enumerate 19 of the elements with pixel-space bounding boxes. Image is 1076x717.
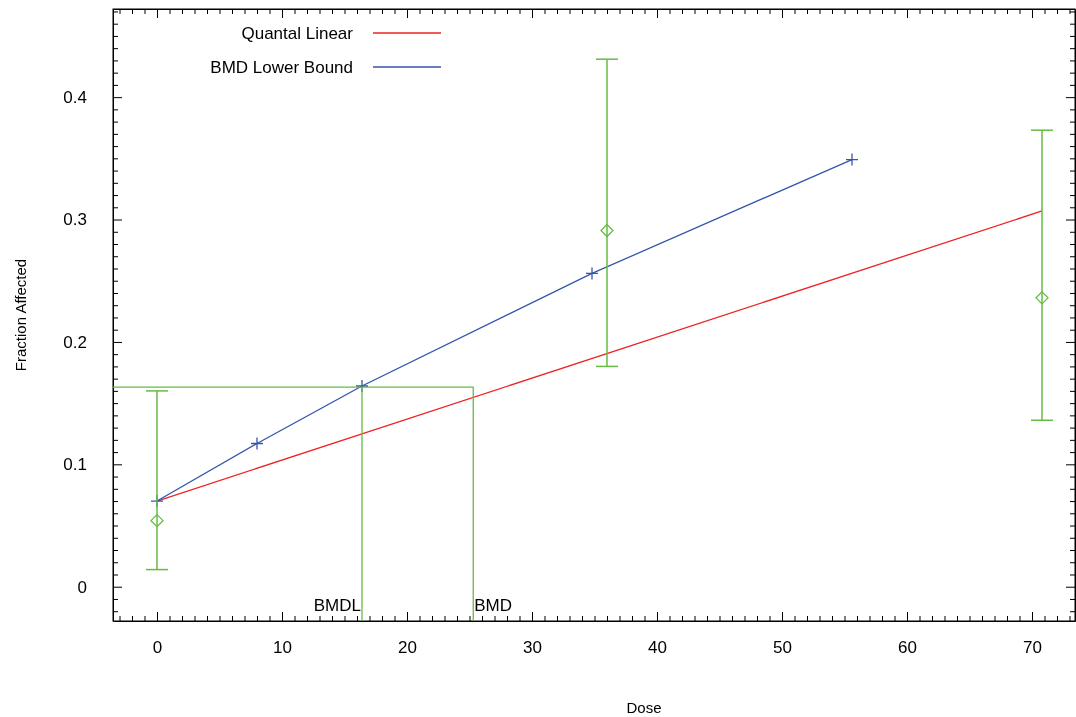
y-tick-label: 0 bbox=[77, 577, 87, 597]
x-tick-label: 50 bbox=[773, 638, 792, 658]
y-tick-label: 0.2 bbox=[63, 332, 87, 352]
legend-label: BMD Lower Bound bbox=[210, 58, 353, 77]
x-tick-label: 20 bbox=[398, 638, 417, 658]
y-tick-label: 0.4 bbox=[63, 88, 87, 108]
x-tick-label: 0 bbox=[152, 638, 163, 658]
x-tick-label: 10 bbox=[273, 638, 292, 658]
legend-label: Quantal Linear bbox=[241, 24, 354, 43]
x-tick-label: 40 bbox=[648, 638, 667, 658]
annotation: BMD bbox=[474, 596, 513, 616]
y-tick-label: 0.3 bbox=[63, 210, 87, 230]
x-axis-title: Dose bbox=[626, 699, 662, 716]
x-tick-label: 30 bbox=[523, 638, 542, 658]
x-tick-label: 60 bbox=[898, 638, 917, 658]
y-tick-label: 0.1 bbox=[63, 455, 87, 475]
annotation: BMDL bbox=[313, 596, 361, 616]
y-axis-title: Fraction Affected bbox=[12, 258, 29, 372]
x-tick-label: 70 bbox=[1023, 638, 1042, 658]
